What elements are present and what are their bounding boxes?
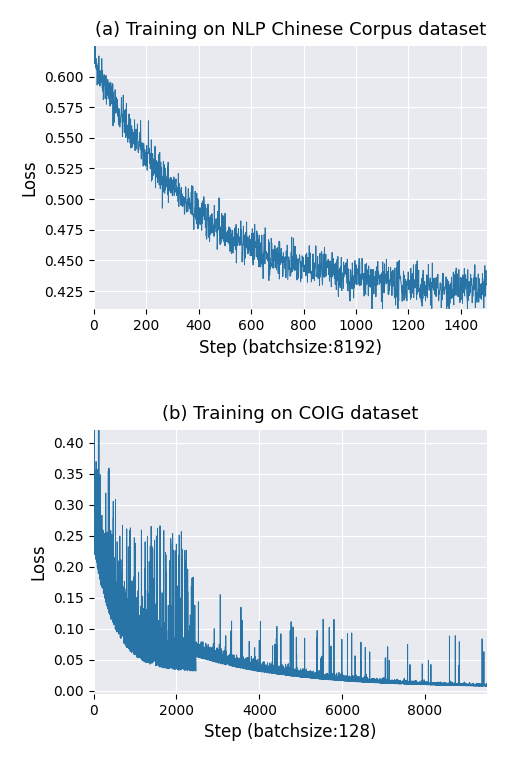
Title: (a) Training on NLP Chinese Corpus dataset: (a) Training on NLP Chinese Corpus datas… <box>95 21 486 39</box>
Y-axis label: Loss: Loss <box>29 544 48 581</box>
X-axis label: Step (batchsize:8192): Step (batchsize:8192) <box>199 338 382 357</box>
X-axis label: Step (batchsize:128): Step (batchsize:128) <box>204 723 376 741</box>
Y-axis label: Loss: Loss <box>21 159 39 196</box>
Title: (b) Training on COIG dataset: (b) Training on COIG dataset <box>162 405 419 424</box>
